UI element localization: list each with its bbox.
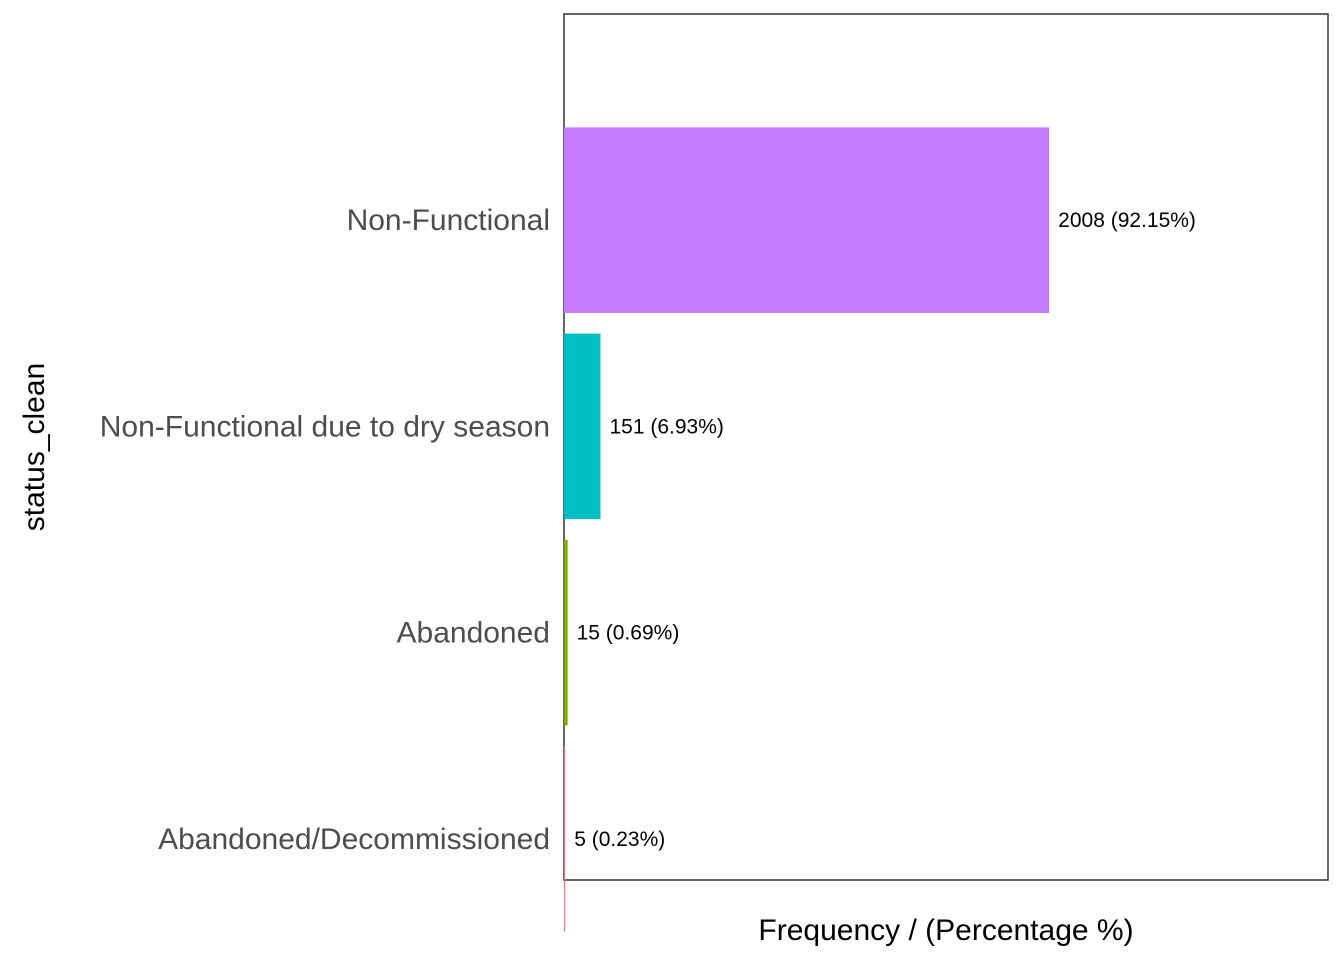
y-tick-label: Non-Functional due to dry season	[100, 410, 550, 443]
bar	[564, 127, 1050, 313]
bar	[564, 745, 566, 932]
bar-data-label: 151 (6.93%)	[609, 415, 723, 438]
y-tick-labels: Non-Functional Non-Functional due to dry …	[100, 204, 550, 856]
bar	[564, 539, 568, 726]
bar-labels-layer: 2008 (92.15%) 151 (6.93%) 15 (0.69%) 5 (0.2…	[574, 209, 1196, 851]
y-tick-label: Abandoned/Decommissioned	[158, 823, 550, 856]
bars-layer	[564, 127, 1050, 932]
bar	[564, 333, 601, 520]
y-tick-label: Abandoned	[397, 617, 551, 650]
y-axis-title: status_clean	[18, 363, 51, 531]
bar-data-label: 15 (0.69%)	[577, 622, 680, 645]
bar-data-label: 5 (0.23%)	[574, 828, 665, 851]
x-axis-title: Frequency / (Percentage %)	[758, 914, 1133, 947]
bar-data-label: 2008 (92.15%)	[1058, 209, 1196, 232]
y-tick-label: Non-Functional	[347, 204, 550, 237]
